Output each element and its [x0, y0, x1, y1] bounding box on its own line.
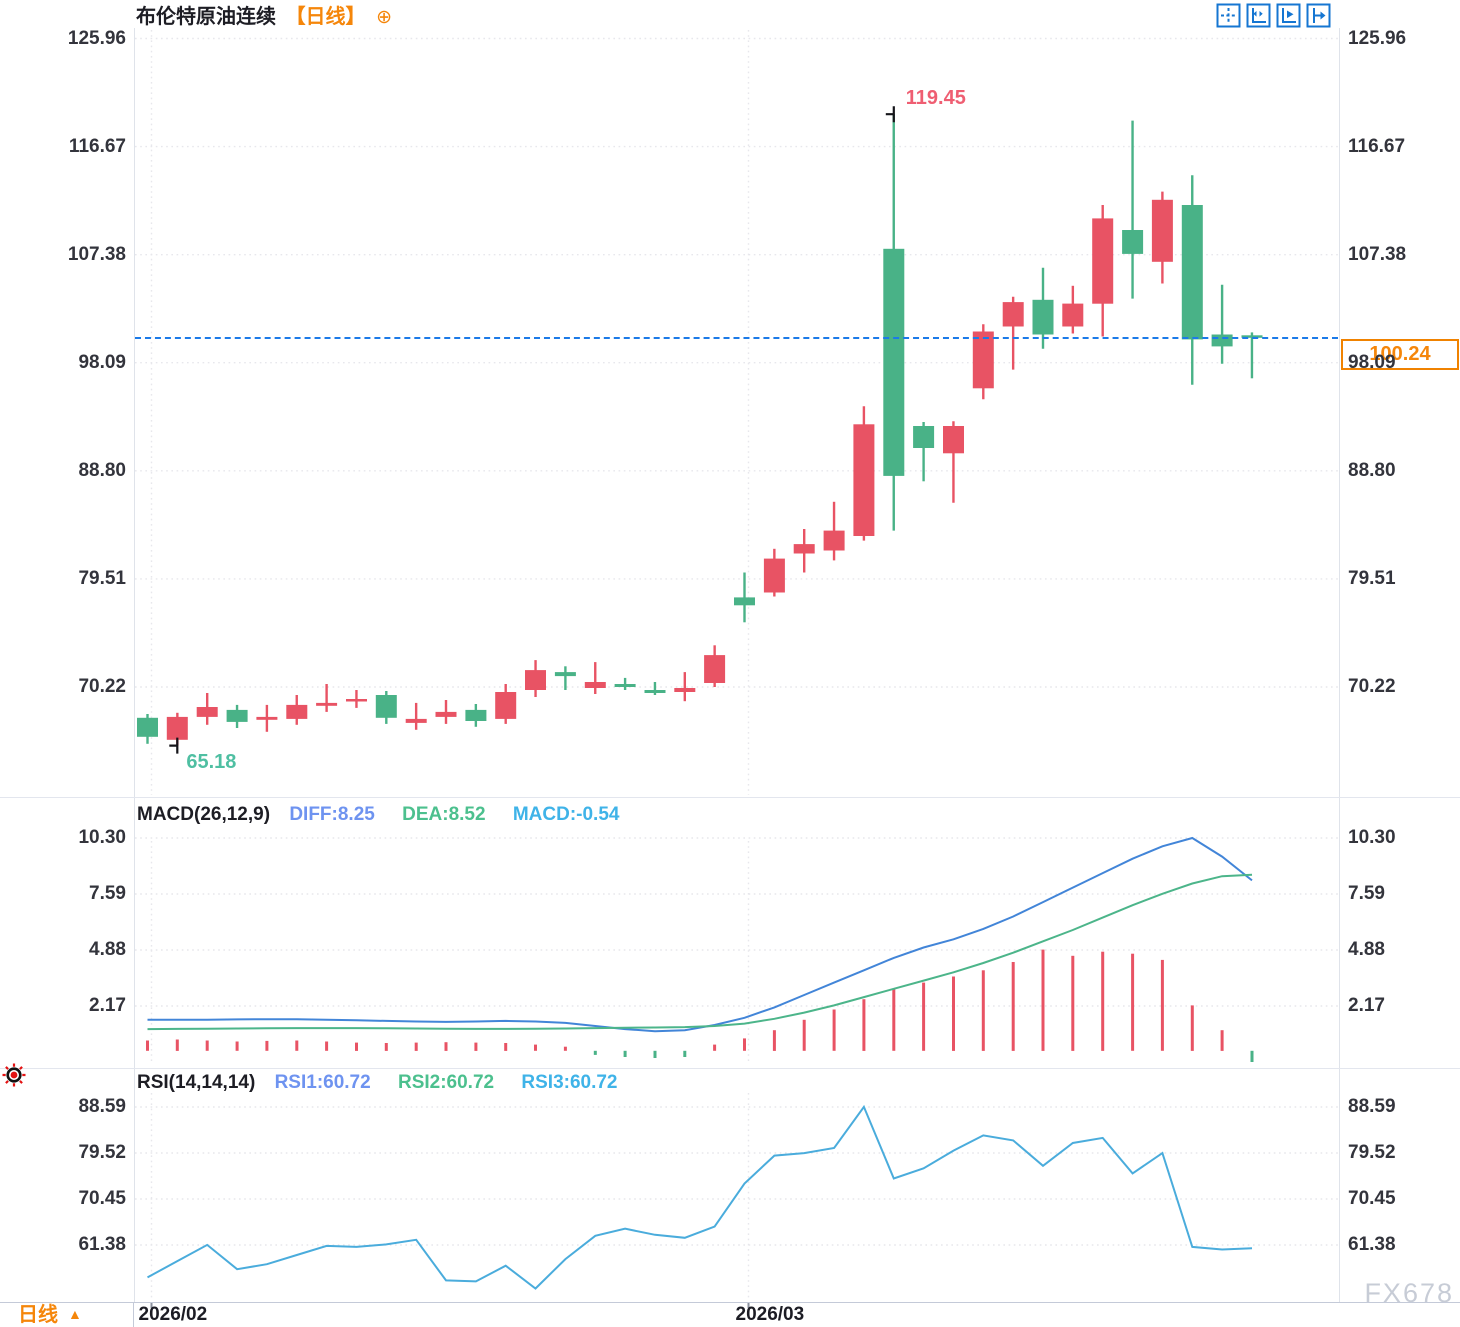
indicator-settings-icon[interactable]	[1, 1062, 27, 1093]
current-price-tag: 100.24	[1341, 338, 1459, 370]
macd-name: MACD(26,12,9)	[137, 804, 271, 825]
price-axis-tick-right: 107.38	[1348, 243, 1407, 265]
macd-axis-tick-left: 10.30	[78, 827, 126, 848]
rsi2-value: RSI2:60.72	[397, 1072, 495, 1093]
price-axis-tick-right: 88.80	[1348, 459, 1396, 481]
macd-axis-tick-left: 2.17	[89, 995, 126, 1016]
macd-diff-value: DIFF:8.25	[289, 804, 375, 825]
rsi-axis-tick-right: 70.45	[1348, 1188, 1396, 1209]
price-axis-tick-right: 79.51	[1348, 567, 1396, 589]
price-axis-tick-right: 70.22	[1348, 676, 1396, 697]
current-price-line	[135, 336, 1338, 339]
rsi-axis-tick-right: 61.38	[1348, 1234, 1396, 1255]
pan-crosshair-icon[interactable]	[1216, 3, 1241, 28]
period-label: 日线	[18, 1304, 58, 1326]
macd-axis-tick-right: 10.30	[1348, 827, 1396, 848]
rsi-axis-tick-left: 70.45	[78, 1188, 126, 1209]
watermark: FX678	[1364, 1278, 1454, 1308]
price-axis-tick-right: 125.96	[1348, 27, 1407, 49]
macd-axis-tick-left: 7.59	[89, 883, 126, 904]
price-axis-tick-left: 70.22	[78, 676, 126, 697]
rsi3-value: RSI3:60.72	[521, 1072, 618, 1093]
rsi-axis-tick-left: 88.59	[78, 1096, 126, 1117]
rsi-name: RSI(14,14,14)	[137, 1072, 256, 1093]
axis-fit-icon[interactable]	[1246, 3, 1271, 28]
instrument-title: 布伦特原油连续	[136, 6, 276, 28]
period-dropdown-arrow: ▲	[68, 1306, 82, 1322]
macd-dea-value: DEA:8.52	[402, 804, 486, 825]
macd-axis-tick-right: 2.17	[1348, 995, 1385, 1016]
price-axis-tick-left: 98.09	[78, 351, 126, 373]
period-selector[interactable]: 日线 ▲	[18, 1302, 82, 1327]
low-price-label: 65.18	[186, 750, 237, 773]
rsi-axis-tick-right: 88.59	[1348, 1096, 1396, 1117]
price-axis-tick-right: 116.67	[1348, 135, 1406, 157]
rsi-axis-tick-left: 79.52	[78, 1142, 126, 1163]
macd-axis-tick-left: 4.88	[89, 939, 126, 960]
price-axis-tick-left: 107.38	[67, 243, 126, 265]
price-axis-tick-left: 116.67	[68, 135, 126, 157]
price-axis-tick-left: 79.51	[78, 567, 126, 589]
price-axis-tick-left: 88.80	[78, 459, 126, 481]
macd-axis-tick-right: 7.59	[1348, 883, 1385, 904]
macd-header: MACD(26,12,9) DIFF:8.25 DEA:8.52 MACD:-0…	[137, 803, 619, 827]
title-row: 布伦特原油连续 【日线】 ⊕	[136, 4, 392, 31]
x-axis-date-label: 2026/02	[138, 1304, 208, 1325]
high-price-label: 119.45	[905, 87, 966, 110]
shift-right-icon[interactable]	[1306, 3, 1331, 28]
x-axis-date-label: 2026/03	[735, 1304, 805, 1325]
period-tag[interactable]: 【日线】	[285, 6, 366, 28]
rsi-axis-tick-left: 61.38	[78, 1234, 126, 1255]
macd-macd-value: MACD:-0.54	[512, 804, 620, 825]
chart-toolbar	[1216, 3, 1331, 28]
rsi1-value: RSI1:60.72	[274, 1072, 371, 1093]
price-axis-tick-right: 98.09	[1348, 351, 1396, 373]
macd-axis-tick-right: 4.88	[1348, 939, 1385, 960]
add-indicator-icon[interactable]: ⊕	[376, 7, 393, 28]
price-axis-tick-left: 125.96	[67, 27, 126, 49]
rsi-axis-tick-right: 79.52	[1348, 1142, 1396, 1163]
axis-play-icon[interactable]	[1276, 3, 1301, 28]
bottom-bar-divider	[133, 1303, 134, 1327]
rsi-header: RSI(14,14,14) RSI1:60.72 RSI2:60.72 RSI3…	[137, 1071, 618, 1095]
